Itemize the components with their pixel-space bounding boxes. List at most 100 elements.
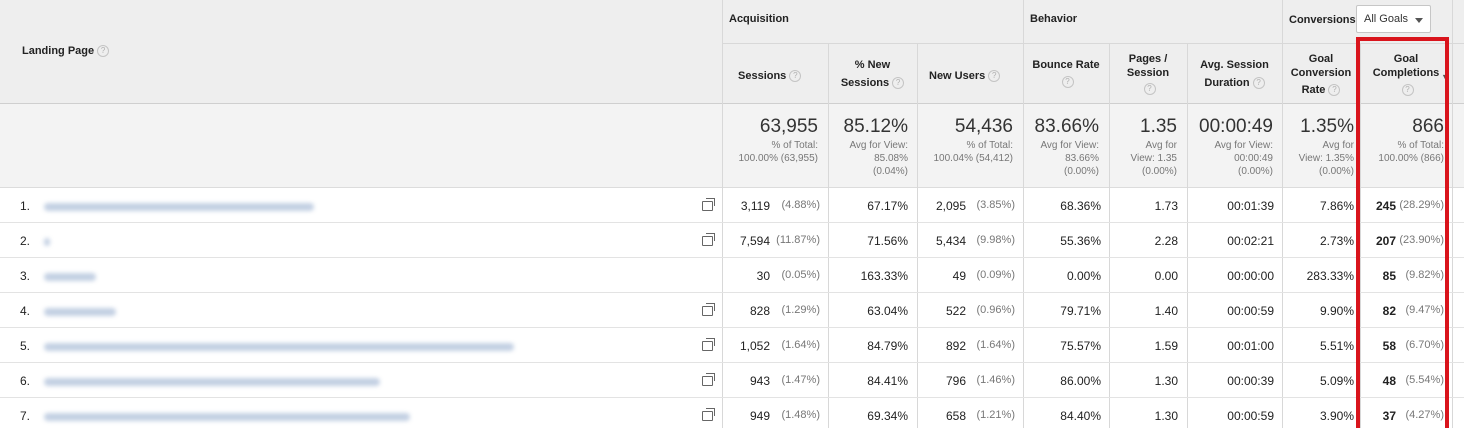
landing-page-link[interactable] (44, 203, 314, 211)
col-avg-session-duration[interactable]: Avg. Session Duration? (1187, 58, 1282, 90)
help-icon[interactable]: ? (988, 70, 1001, 83)
table-row[interactable]: 4. 828 (1.29%) 63.04% 522 (0.96%) 79.71% 1.40 00… (0, 293, 1464, 328)
cell-avg-duration: 00:00:59 (1227, 304, 1274, 318)
cell-goal-conv: 2.73% (1319, 234, 1354, 248)
cell-sessions-pct: (0.05%) (781, 269, 820, 281)
cell-avg-duration: 00:00:39 (1227, 374, 1274, 388)
help-icon[interactable]: ? (1252, 77, 1265, 90)
cell-new-users: 522 (945, 304, 966, 318)
col-sessions[interactable]: Sessions? (738, 69, 802, 83)
col-pages-session[interactable]: Pages / Session ? (1109, 52, 1187, 96)
cell-avg-duration: 00:02:21 (1227, 234, 1274, 248)
goal-completions-highlight (1356, 37, 1449, 428)
landing-page-link[interactable] (44, 273, 96, 281)
col-goal-completions[interactable]: Goal Completions ? (1360, 52, 1452, 97)
cell-goal-conv: 7.86% (1319, 199, 1354, 213)
total-bounce-rate-note: Avg for View: 83.66% (0.00%) (1040, 140, 1099, 177)
help-icon[interactable]: ? (789, 70, 802, 83)
cell-goal-comp-pct: (23.90%) (1399, 234, 1444, 246)
landing-page-header[interactable]: Landing Page? (22, 44, 110, 58)
cell-sessions: 7,594 (739, 234, 770, 248)
row-number: 3. (19, 269, 30, 283)
cell-bounce-rate: 84.40% (1060, 409, 1101, 423)
help-icon[interactable]: ? (1328, 84, 1341, 97)
open-external-icon[interactable] (702, 198, 715, 211)
cell-new-sessions: 63.04% (867, 304, 908, 318)
cell-goal-comp: 58 (1382, 339, 1396, 353)
help-icon[interactable]: ? (892, 77, 905, 90)
cell-sessions: 1,052 (739, 339, 770, 353)
col-pages-session-label-1: Pages / (1128, 53, 1168, 65)
col-new-users[interactable]: New Users? (929, 69, 1001, 83)
col-goal-conv-label-1: Goal (1308, 53, 1334, 65)
col-goal-conv-label-2: Conversion (1290, 67, 1352, 79)
open-external-icon[interactable] (702, 373, 715, 386)
total-new-users: 54,436 (954, 116, 1013, 137)
cell-goal-comp: 85 (1382, 269, 1396, 283)
total-new-sessions: 85.12% (843, 116, 908, 137)
open-external-icon[interactable] (702, 408, 715, 421)
col-bounce-rate[interactable]: Bounce Rate ? (1023, 58, 1109, 89)
cell-new-sessions: 84.79% (867, 339, 908, 353)
col-sessions-label: Sessions (738, 70, 787, 82)
cell-sessions-pct: (1.64%) (781, 339, 820, 351)
cell-sessions: 3,119 (740, 199, 770, 213)
cell-avg-duration: 00:01:39 (1227, 199, 1274, 213)
landing-page-link[interactable] (44, 413, 410, 421)
cell-sessions: 30 (756, 269, 770, 283)
landing-page-link[interactable] (44, 238, 50, 246)
cell-pages-session: 1.30 (1154, 374, 1178, 388)
table-row[interactable]: 7. 949 (1.48%) 69.34% 658 (1.21%) 84.40% 1.30 00… (0, 398, 1464, 428)
col-goal-conversion-rate[interactable]: Goal Conversion Rate? (1282, 52, 1360, 97)
cell-avg-duration: 00:00:59 (1227, 409, 1274, 423)
cell-sessions: 949 (749, 409, 770, 423)
row-number: 2. (19, 234, 30, 248)
row-number: 4. (19, 304, 30, 318)
cell-bounce-rate: 0.00% (1066, 269, 1101, 283)
cell-bounce-rate: 55.36% (1060, 234, 1101, 248)
cell-bounce-rate: 79.71% (1060, 304, 1101, 318)
cell-new-users: 892 (945, 339, 966, 353)
cell-goal-comp: 37 (1382, 409, 1396, 423)
table-row[interactable]: 6. 943 (1.47%) 84.41% 796 (1.46%) 86.00% 1.30 00… (0, 363, 1464, 398)
group-acquisition: Acquisition (729, 13, 789, 25)
goal-select[interactable]: All Goals (1356, 5, 1431, 33)
cell-goal-conv: 5.09% (1319, 374, 1354, 388)
landing-page-link[interactable] (44, 343, 514, 351)
cell-goal-comp-pct: (6.70%) (1405, 339, 1444, 351)
col-avg-duration-label-2: Duration (1204, 77, 1250, 89)
table-row[interactable]: 5. 1,052 (1.64%) 84.79% 892 (1.64%) 75.57% 1.59… (0, 328, 1464, 363)
table-row[interactable]: 2. 7,594 (11.87%) 71.56% 5,434 (9.98%) 55.36% 2… (0, 223, 1464, 258)
row-number: 6. (19, 374, 30, 388)
open-external-icon[interactable] (702, 338, 715, 351)
cell-goal-comp-pct: (5.54%) (1405, 374, 1444, 386)
row-number: 7. (19, 409, 30, 423)
cell-new-users-pct: (1.46%) (976, 374, 1015, 386)
cell-new-sessions: 163.33% (860, 269, 908, 283)
landing-page-link[interactable] (44, 378, 380, 386)
total-pages-session-note: Avg for View: 1.35 (0.00%) (1130, 140, 1177, 177)
cell-new-users-pct: (0.96%) (976, 304, 1015, 316)
total-pages-session: 1.35 (1140, 116, 1177, 137)
table-row[interactable]: 3. 30 (0.05%) 163.33% 49 (0.09%) 0.00% 0.00 00:0… (0, 258, 1464, 293)
col-new-sessions[interactable]: % New Sessions? (828, 58, 917, 90)
help-icon[interactable]: ? (1401, 84, 1414, 97)
cell-pages-session: 2.28 (1154, 234, 1178, 248)
open-external-icon[interactable] (702, 303, 715, 316)
total-new-sessions-note: Avg for View: 85.08% (0.04%) (849, 140, 908, 177)
help-icon[interactable]: ? (97, 45, 110, 58)
cell-new-sessions: 71.56% (867, 234, 908, 248)
col-new-sessions-label-1: % New (854, 59, 891, 71)
help-icon[interactable]: ? (1143, 83, 1156, 96)
cell-sessions: 828 (749, 304, 770, 318)
col-pages-session-label-2: Session (1126, 67, 1170, 79)
cell-new-users-pct: (3.85%) (976, 199, 1015, 211)
cell-new-sessions: 67.17% (867, 199, 908, 213)
cell-goal-comp: 207 (1375, 234, 1396, 248)
landing-page-link[interactable] (44, 308, 116, 316)
table-row[interactable]: 1. 3,119 (4.88%) 67.17% 2,095 (3.85%) 68.36% 1.… (0, 188, 1464, 223)
help-icon[interactable]: ? (1061, 76, 1074, 89)
total-goal-comp-note: % of Total: 100.00% (866) (1378, 140, 1444, 164)
open-external-icon[interactable] (702, 233, 715, 246)
